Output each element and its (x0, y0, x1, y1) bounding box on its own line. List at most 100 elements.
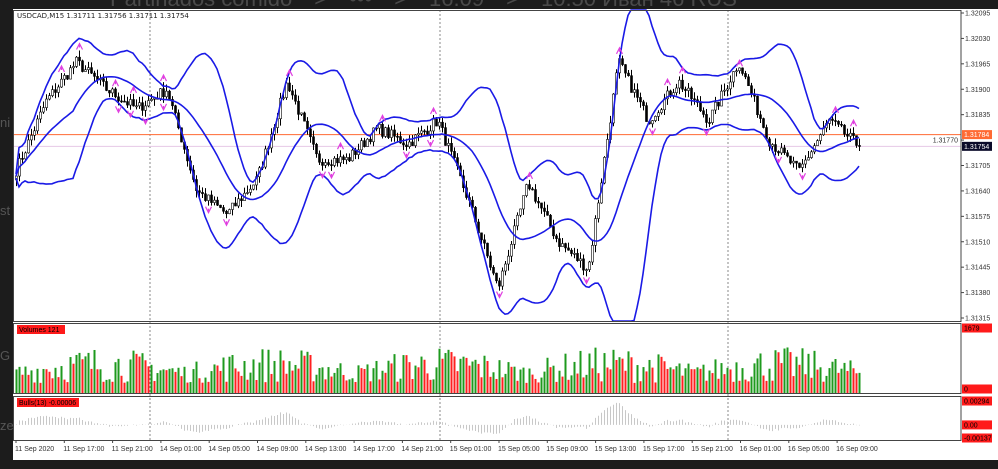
candle-body (198, 190, 201, 193)
candle-body (510, 243, 513, 257)
candle-body (312, 136, 315, 145)
volume-bar (516, 380, 519, 393)
fractal-down-icon (204, 206, 213, 215)
volume-bar (15, 369, 18, 393)
candle-body (525, 184, 528, 196)
volume-bar (327, 367, 330, 393)
volume-bar (192, 369, 195, 393)
time-axis-label: 11 Sep 2020 (15, 446, 54, 453)
volume-bar (261, 349, 264, 393)
candle (489, 251, 492, 271)
candle (504, 260, 507, 276)
volume-bar (195, 361, 198, 393)
volume-bar (648, 359, 651, 393)
candle (210, 190, 213, 206)
candle-body (330, 164, 333, 166)
volume-bar (681, 375, 684, 393)
fractal-up-icon (285, 68, 294, 77)
candle (804, 155, 807, 169)
volume-bar (441, 358, 444, 393)
volume-bar (24, 366, 27, 393)
volume-bar (321, 367, 324, 393)
bulls-max-label-bg (962, 396, 992, 406)
candle-body (393, 129, 396, 137)
chart-canvas[interactable]: 1.32095 1.32030 1.31965 1.31900 1.31835 1.317… (13, 9, 998, 460)
candle (318, 150, 321, 165)
volume-bar (132, 350, 135, 393)
candle (624, 64, 627, 78)
breadcrumb-sep: > (506, 0, 519, 11)
chart-window[interactable]: 1.32095 1.32030 1.31965 1.31900 1.31835 1.317… (13, 9, 998, 460)
candle (567, 242, 570, 251)
candle (336, 153, 339, 167)
volume-bar (489, 376, 492, 393)
fractal-down-icon (126, 110, 135, 119)
candle (240, 195, 243, 208)
volume-bar (579, 350, 582, 393)
volume-bar (27, 374, 30, 393)
breadcrumb-sep: > (314, 0, 327, 11)
candle (57, 84, 60, 98)
candle (627, 70, 630, 77)
candle-body (159, 88, 162, 100)
candle (537, 196, 540, 209)
candle (729, 75, 732, 96)
volume-bar (699, 368, 702, 393)
candle (492, 265, 495, 276)
candle (96, 69, 99, 84)
fractal-up-icon (75, 42, 84, 50)
volume-bar (522, 367, 525, 393)
candle-body (153, 98, 156, 100)
candle-body (570, 249, 573, 254)
volume-bar (186, 382, 189, 393)
volume-bar (162, 369, 165, 393)
candle-body (51, 89, 54, 96)
candle-body (498, 280, 501, 287)
candle-body (27, 139, 30, 154)
candle (78, 50, 81, 66)
volume-bar (213, 364, 216, 393)
volume-bar (147, 366, 150, 393)
candle-body (294, 94, 297, 102)
volume-bar (168, 368, 171, 393)
candle (99, 74, 102, 86)
candle (699, 96, 702, 113)
volume-bar (420, 356, 423, 393)
volume-bar (852, 368, 855, 393)
volume-bar (624, 370, 627, 393)
candle (342, 154, 345, 164)
candle-body (633, 89, 636, 93)
volume-bar (585, 374, 588, 393)
volume-bar (687, 363, 690, 393)
price-axis-label: 1.31640 (965, 188, 990, 195)
candle (66, 75, 69, 81)
breadcrumb-item: Partinados comido (110, 0, 292, 11)
volume-bar (417, 367, 420, 393)
candle-body (84, 69, 87, 72)
candle (315, 142, 318, 158)
candle (543, 201, 546, 217)
volume-bar (246, 379, 249, 393)
candle (81, 59, 84, 73)
candle (231, 202, 234, 216)
bollinger-lower-band (15, 97, 860, 322)
candle-body (777, 151, 780, 154)
volume-bar (804, 374, 807, 393)
candle (549, 213, 552, 227)
candle (42, 101, 45, 114)
candle-body (819, 134, 822, 141)
candle-body (810, 151, 813, 158)
volume-bar (120, 375, 123, 393)
volume-bar (366, 364, 369, 393)
candle (300, 112, 303, 116)
candle (453, 147, 456, 160)
candle (480, 232, 483, 244)
candle-body (741, 67, 744, 74)
candle (423, 129, 426, 135)
candle-body (378, 123, 381, 129)
candle-body (720, 90, 723, 107)
candle-body (831, 118, 834, 121)
volume-bar (567, 379, 570, 393)
bollinger-middle-band (15, 76, 860, 242)
candle (690, 86, 693, 106)
